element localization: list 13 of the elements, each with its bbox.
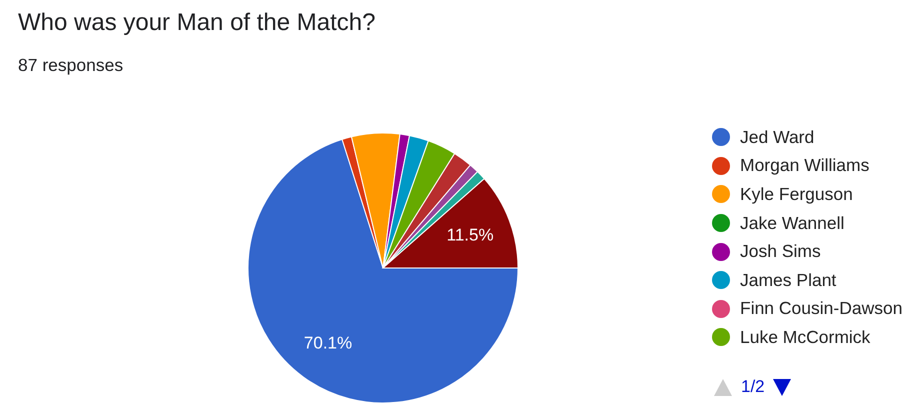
chart-title: Who was your Man of the Match?	[18, 9, 376, 37]
legend-label: Finn Cousin-Dawson	[740, 298, 902, 320]
data-label: 11.5%	[446, 226, 494, 245]
legend-label: James Plant	[740, 270, 836, 291]
text: 1/2	[741, 377, 765, 397]
legend-label: Luke McCormick	[740, 326, 870, 348]
legend-label: Morgan Williams	[740, 155, 870, 176]
legend-label: Jed Ward	[740, 126, 814, 148]
data-label: 70.1%	[304, 334, 352, 353]
legend-label: Jake Wannell	[740, 212, 844, 234]
legend-label: Kyle Ferguson	[740, 184, 853, 205]
legend-label: Josh Sims	[740, 241, 821, 262]
text: 87 responses	[18, 55, 124, 76]
